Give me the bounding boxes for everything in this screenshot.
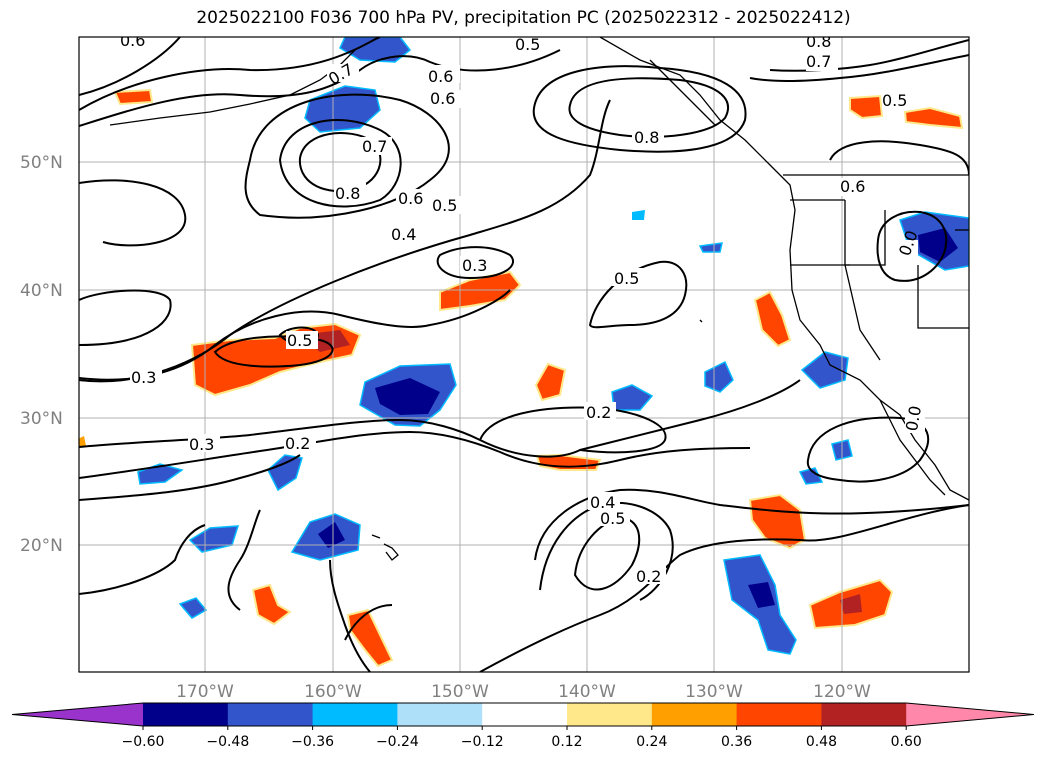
lat-label: 50°N: [20, 153, 63, 173]
colorbar-segment: [567, 703, 653, 726]
contour-label: 0.6: [430, 89, 455, 108]
lon-label: 140°W: [558, 682, 616, 702]
graticule: [79, 37, 969, 672]
precip-positive-blob: [849, 94, 884, 120]
contour-label: 0.0: [902, 404, 925, 432]
colorbar-tick-label: 0.36: [721, 734, 752, 750]
contour-label: 0.3: [462, 256, 487, 275]
colorbar-extend-min: [12, 703, 143, 726]
contour-label: 0.3: [131, 368, 156, 387]
colorbar-segment: [651, 703, 738, 726]
colorbar-tick-label: −0.60: [122, 734, 165, 750]
colorbar-tick-label: −0.24: [376, 734, 419, 750]
lat-label: 30°N: [20, 409, 63, 429]
precip-negative-blob: [267, 454, 303, 492]
contour-label: 0.2: [285, 434, 310, 453]
precip-negative-blob: [698, 242, 723, 253]
contour-label: 0.7: [362, 137, 387, 156]
contour-label: 0.4: [590, 493, 615, 512]
colorbar-tick-label: 0.12: [551, 734, 582, 750]
precip-negative-blob: [178, 597, 208, 619]
contour-label: 0.5: [287, 331, 312, 350]
colorbar-segment: [143, 703, 229, 726]
precip-negative-blob: [704, 360, 734, 393]
precip-negative-blob: [800, 351, 849, 389]
colorbar-segment: [736, 703, 822, 726]
lon-label: 170°W: [176, 682, 234, 702]
contour-label: 0.8: [806, 32, 831, 51]
contour-label: 0.6: [428, 67, 453, 86]
contour-label: 0.5: [432, 196, 457, 215]
contour-label: 0.8: [335, 184, 360, 203]
colorbar-segment: [312, 703, 398, 726]
lat-label: 20°N: [20, 536, 63, 556]
contour-label: 0.2: [586, 403, 611, 422]
lon-label: 150°W: [431, 682, 489, 702]
colorbar-extend-max: [906, 703, 1034, 726]
contour-label: 0.5: [882, 91, 907, 110]
precip-positive-blob: [534, 362, 567, 402]
precip-positive-blob: [79, 436, 86, 448]
precip-positive-blob: [753, 290, 792, 348]
colorbar: −0.60 −0.48 −0.36 −0.24 −0.12 0.12 0.24 0.36 0.4…: [11, 702, 1035, 750]
precip-shading: [79, 37, 969, 668]
colorbar-segment: [397, 703, 483, 726]
precip-positive-blob: [748, 493, 807, 550]
precip-negative-blob: [339, 37, 412, 63]
contour-label: 0.5: [515, 35, 540, 54]
coastlines: [109, 37, 969, 561]
contour-label: 0.2: [636, 567, 661, 586]
colorbar-segment: [482, 703, 568, 726]
precip-negative-blob: [748, 582, 775, 608]
colorbar-tick-label: 0.60: [891, 734, 922, 750]
contour-label: 0.6: [840, 177, 865, 196]
colorbar-segment: [821, 703, 907, 726]
contour-label: 0.3: [189, 435, 214, 454]
contour-label: 0.5: [614, 269, 639, 288]
contour-label: 0.6: [398, 189, 423, 208]
colorbar-tick-label: −0.36: [291, 734, 334, 750]
precip-negative-blob: [918, 228, 958, 262]
precip-negative-blob: [611, 384, 654, 411]
colorbar-tick-label: −0.12: [461, 734, 504, 750]
contour-label: 0.6: [120, 31, 145, 50]
longitude-labels: 170°W 160°W 150°W 140°W 130°W 120°W: [176, 682, 871, 702]
latitude-labels: 50°N 40°N 30°N 20°N: [20, 153, 63, 556]
precip-negative-blob: [318, 522, 345, 548]
colorbar-tick-label: 0.24: [636, 734, 667, 750]
precip-negative-blob: [375, 378, 440, 415]
precip-positive-blob: [113, 88, 154, 106]
map-title: 2025022100 F036 700 hPa PV, precipitatio…: [196, 8, 851, 28]
contour-labels: 0.6 0.5 0.7 0.8 0.7 0.6 0.6 0.5 0.7 0.8 …: [118, 31, 925, 586]
contour-label: 0.7: [325, 59, 357, 88]
lat-label: 40°N: [20, 281, 63, 301]
colorbar-tick-label: −0.48: [206, 734, 249, 750]
lon-label: 160°W: [304, 682, 362, 702]
precip-positive-blob: [903, 106, 964, 130]
precip-positive-blob: [840, 594, 862, 614]
precip-positive-blob: [346, 608, 394, 668]
contour-label: 0.4: [391, 225, 416, 244]
map-frame: [78, 36, 970, 673]
colorbar-segment: [227, 703, 314, 726]
contour-label: 0.5: [600, 509, 625, 528]
colorbar-tick-label: 0.48: [806, 734, 837, 750]
lon-label: 120°W: [813, 682, 871, 702]
precip-positive-blob: [251, 583, 292, 626]
lon-label: 130°W: [685, 682, 743, 702]
precip-negative-blob: [632, 210, 645, 220]
contour-label: 0.8: [634, 128, 659, 147]
contour-label: 0.7: [806, 52, 831, 71]
